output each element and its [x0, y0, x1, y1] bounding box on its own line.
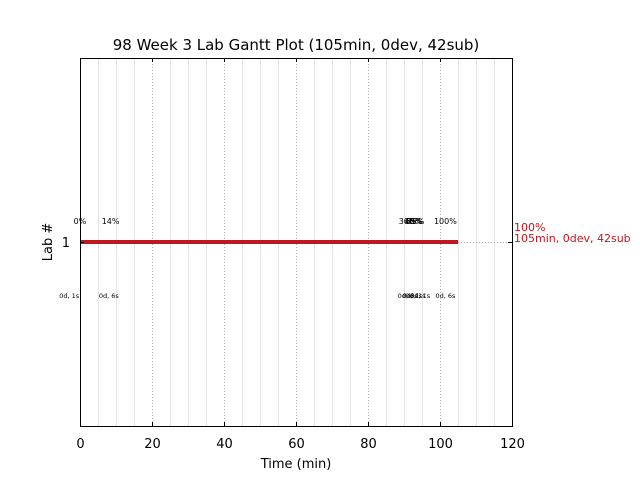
percent-label: 30%	[399, 217, 417, 226]
time-label: 0d, 1s	[59, 292, 80, 300]
percent-label: 14%	[102, 217, 120, 226]
x-tick-label: 60	[288, 437, 305, 452]
annotation-labels: 0% 14% 30%48%65%85% 100%0d, 1s 0d, 6s 0d, 8s0…	[59, 217, 630, 300]
y-axis-ticks: 1	[62, 236, 512, 251]
y-axis-label: Lab #	[41, 223, 56, 262]
x-tick-label: 120	[500, 437, 525, 452]
x-tick-label: 40	[216, 437, 233, 452]
time-label: 0d, 6s	[99, 292, 120, 300]
percent-label: 85%	[407, 217, 425, 226]
percent-label: 65%	[405, 217, 423, 226]
percent-label: 100%	[434, 217, 457, 226]
x-tick-label: 80	[360, 437, 377, 452]
time-label: 0d, 6s	[435, 292, 456, 300]
time-label: 0d, 1s	[406, 292, 427, 300]
percent-label: 48%	[404, 217, 422, 226]
bars-layer	[80, 240, 512, 244]
x-axis-ticks: 0 20 40 60 80 100 120	[76, 58, 525, 452]
time-label: 0d, 1s	[410, 292, 431, 300]
end-annotation-summary: 105min, 0dev, 42sub	[514, 232, 631, 245]
chart-title: 98 Week 3 Lab Gantt Plot (105min, 0dev, …	[113, 36, 480, 54]
x-tick-label: 0	[76, 437, 84, 452]
time-label: 0d, 8s	[398, 292, 419, 300]
x-axis-label: Time (min)	[260, 457, 332, 472]
x-tick-label: 100	[428, 437, 453, 452]
x-tick-label: 20	[144, 437, 161, 452]
end-annotation-percent: 100%	[514, 221, 545, 234]
y-tick-label: 1	[62, 236, 70, 251]
time-label: 0d, 1s	[402, 292, 423, 300]
